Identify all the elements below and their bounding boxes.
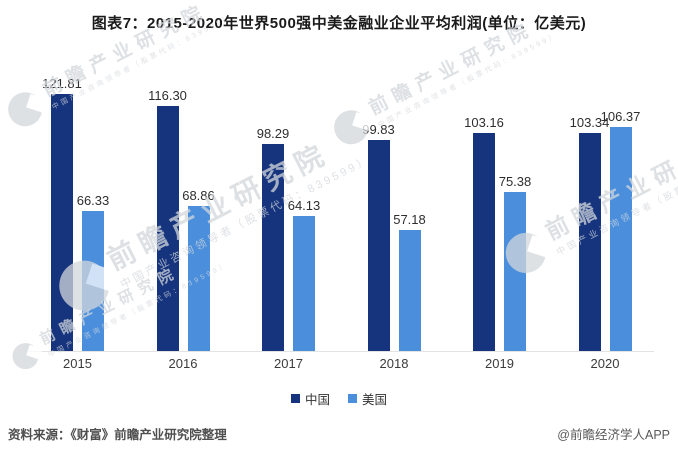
value-label: 64.13 [287, 198, 321, 213]
bar-中国-2018 [367, 140, 390, 351]
legend-item-中国: 中国 [290, 389, 330, 408]
bar-美国-2019 [504, 192, 526, 351]
bar-美国-2018 [398, 230, 421, 351]
x-axis-line [28, 351, 654, 352]
bar-中国-2017 [262, 144, 284, 351]
legend: 中国 美国 [0, 389, 678, 408]
x-tick-label: 2020 [590, 356, 620, 371]
value-label: 98.29 [256, 126, 290, 141]
x-tick-label: 2017 [274, 356, 303, 371]
x-tick-label: 2016 [168, 356, 198, 371]
value-label: 68.86 [182, 188, 215, 203]
value-label: 66.33 [76, 193, 110, 208]
x-tick-label: 2018 [379, 356, 409, 371]
value-label: 121.81 [42, 76, 82, 91]
credit-note: @前瞻经济学人APP [557, 428, 670, 442]
value-label: 116.30 [148, 88, 187, 103]
bar-美国-2016 [187, 206, 210, 351]
value-label: 103.34 [569, 115, 610, 130]
legend-label: 中国 [304, 393, 330, 407]
bar-中国-2020 [578, 133, 601, 351]
value-label: 75.38 [498, 174, 532, 189]
bar-美国-2015 [82, 211, 104, 351]
source-note: 资料来源：《财富》前瞻产业研究院整理 [8, 428, 227, 442]
bar-美国-2017 [293, 216, 315, 351]
legend-label: 美国 [362, 393, 388, 407]
chart-title: 图表7：2015-2020年世界500强中美金融业企业平均利润(单位：亿美元) [91, 15, 587, 32]
bar-chart: 121.81 66.33 116.30 68.86 98.29 64.13 99.83 57.… [28, 76, 654, 352]
value-label: 99.83 [362, 122, 395, 137]
bar-美国-2020 [609, 127, 632, 351]
x-tick-label: 2015 [63, 356, 92, 371]
value-label: 106.37 [600, 109, 641, 124]
value-label: 103.16 [464, 115, 504, 130]
x-tick-label: 2019 [485, 356, 514, 371]
value-label: 57.18 [393, 212, 426, 227]
bar-中国-2019 [473, 133, 495, 351]
bar-中国-2016 [156, 106, 179, 351]
legend-item-美国: 美国 [348, 389, 387, 408]
bar-中国-2015 [51, 94, 73, 351]
legend-swatch [290, 394, 300, 403]
legend-swatch [348, 394, 357, 403]
